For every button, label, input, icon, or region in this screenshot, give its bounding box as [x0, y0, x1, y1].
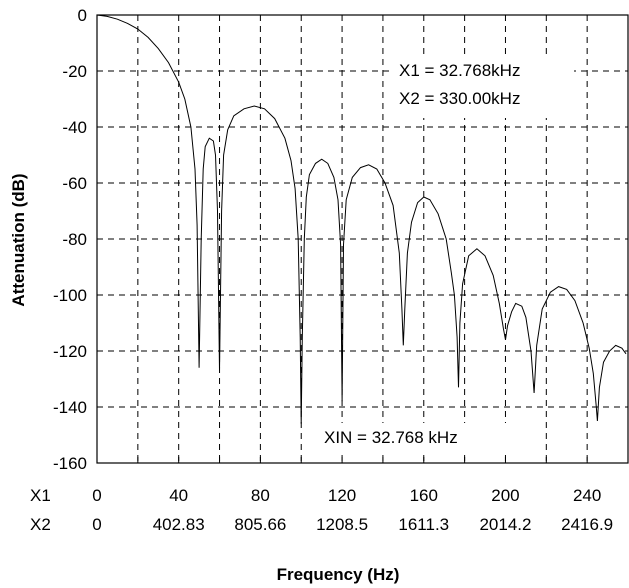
attenuation-curve — [96, 14, 627, 424]
x1-tick-label: 80 — [251, 486, 270, 505]
y-tick-label: -40 — [62, 118, 87, 137]
y-tick-label: -160 — [53, 454, 87, 473]
x2-tick-label: 0 — [92, 515, 101, 534]
x2-tick-label: 1208.5 — [316, 515, 368, 534]
annotation-background — [394, 58, 574, 118]
y-tick-label: -80 — [62, 230, 87, 249]
x-tick-labels: 0 40 80 120 160 200 240 0 402.83 805.66 1208.5 1611… — [92, 486, 613, 534]
y-tick-label: -120 — [53, 342, 87, 361]
annotation-x2: X2 = 330.00kHz — [399, 89, 520, 108]
x2-tick-label: 805.66 — [234, 515, 286, 534]
axis-ticks — [97, 70, 588, 463]
x2-tick-label: 402.83 — [153, 515, 205, 534]
x1-tick-label: 240 — [573, 486, 601, 505]
x2-tick-label: 2014.2 — [479, 515, 531, 534]
x1-tick-label: 40 — [169, 486, 188, 505]
x1-tick-label: 120 — [328, 486, 356, 505]
x2-tick-label: 2416.9 — [561, 515, 613, 534]
y-tick-labels: 0 -20 -40 -60 -80 -100 -120 -140 -160 — [53, 6, 87, 473]
x2-row-label: X2 — [30, 515, 51, 534]
y-tick-label: -100 — [53, 286, 87, 305]
x2-tick-label: 1611.3 — [398, 515, 449, 534]
x1-tick-label: 0 — [92, 486, 101, 505]
annotation-x1: X1 = 32.768kHz — [399, 61, 520, 80]
y-tick-label: -140 — [53, 398, 87, 417]
y-tick-label: -60 — [62, 174, 87, 193]
x1-tick-label: 160 — [410, 486, 438, 505]
x1-row-label: X1 — [30, 486, 51, 505]
annotation-xin-background — [320, 423, 520, 451]
annotation-xin: XIN = 32.768 kHz — [324, 428, 458, 447]
x1-tick-label: 200 — [491, 486, 519, 505]
grid-lines — [97, 15, 628, 463]
y-tick-label: 0 — [78, 6, 87, 25]
x-axis-title: Frequency (Hz) — [277, 565, 400, 584]
y-axis-title: Attenuation (dB) — [9, 173, 28, 306]
y-tick-label: -20 — [62, 62, 87, 81]
